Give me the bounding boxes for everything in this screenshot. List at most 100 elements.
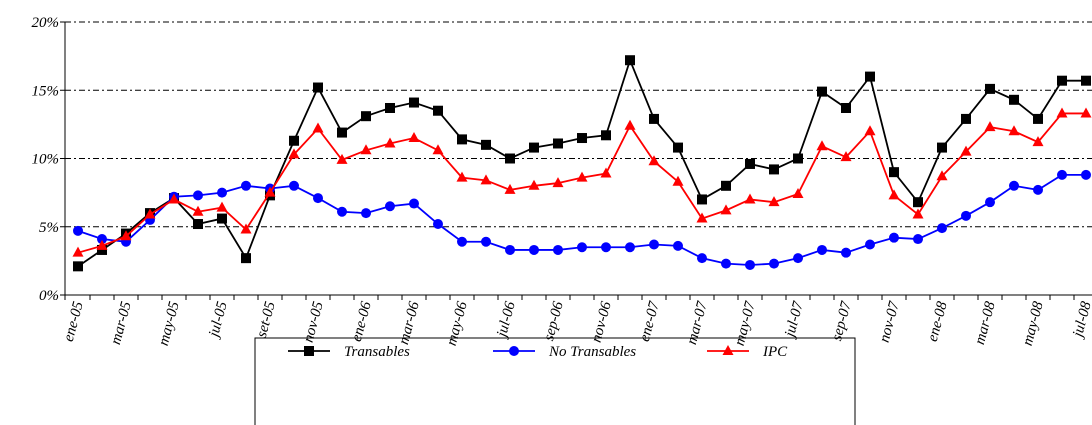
x-tick-label: may-08 — [1020, 299, 1047, 347]
marker — [985, 83, 995, 94]
marker — [241, 180, 251, 191]
x-tick-label: sep-06 — [541, 299, 567, 342]
marker — [1033, 113, 1043, 124]
legend-label: Transables — [344, 344, 410, 360]
marker — [672, 175, 684, 186]
marker — [529, 142, 539, 153]
marker — [1081, 75, 1091, 86]
marker — [289, 180, 299, 191]
marker — [240, 223, 252, 234]
marker — [361, 111, 371, 122]
marker — [816, 140, 828, 151]
marker — [768, 196, 780, 207]
marker — [481, 139, 491, 150]
x-tick-label: may-05 — [156, 299, 183, 347]
y-tick-label: 20% — [32, 15, 60, 31]
y-tick-label: 5% — [39, 220, 59, 236]
x-tick-label: jul-05 — [206, 299, 231, 340]
marker — [385, 102, 395, 113]
marker — [864, 125, 876, 136]
x-tick-label: jul-07 — [782, 298, 808, 340]
marker — [553, 138, 563, 149]
marker — [1057, 75, 1067, 86]
marker — [985, 197, 995, 208]
marker — [937, 142, 947, 153]
marker — [912, 208, 924, 219]
marker — [960, 145, 972, 156]
marker — [217, 213, 227, 224]
marker — [1033, 184, 1043, 195]
marker — [528, 179, 540, 190]
marker — [841, 247, 851, 258]
x-tick-label: ene-05 — [61, 299, 87, 343]
marker — [288, 148, 300, 159]
marker — [793, 153, 803, 164]
marker — [304, 346, 314, 356]
marker — [1009, 94, 1019, 105]
marker — [961, 210, 971, 221]
marker — [312, 122, 324, 133]
x-tick-label: set-05 — [254, 299, 279, 339]
marker — [1081, 169, 1091, 180]
x-tick-label: jul-08 — [1070, 299, 1092, 340]
x-tick-label: nov-07 — [877, 298, 904, 344]
marker — [649, 113, 659, 124]
marker — [1057, 169, 1067, 180]
marker — [97, 244, 107, 255]
marker — [192, 205, 204, 216]
x-tick-label: sep-07 — [829, 298, 855, 342]
marker — [865, 239, 875, 250]
marker — [96, 239, 108, 250]
marker — [264, 186, 276, 197]
marker — [721, 258, 731, 269]
marker — [840, 151, 852, 162]
marker — [673, 142, 683, 153]
x-tick-label: ene-08 — [925, 299, 951, 343]
marker — [913, 197, 923, 208]
marker — [769, 258, 779, 269]
marker — [648, 155, 660, 166]
series-line — [77, 57, 1086, 268]
marker — [889, 167, 899, 178]
marker — [673, 240, 683, 251]
marker — [744, 193, 756, 204]
marker — [817, 86, 827, 97]
marker — [936, 170, 948, 181]
y-tick-label: 0% — [39, 288, 59, 304]
marker — [168, 193, 180, 204]
marker — [720, 204, 732, 215]
marker — [865, 71, 875, 82]
marker — [337, 206, 347, 217]
x-tick-label: mar-08 — [972, 299, 999, 346]
marker — [504, 183, 516, 194]
marker — [553, 244, 563, 255]
marker — [385, 201, 395, 212]
marker — [360, 144, 372, 155]
marker — [72, 246, 84, 257]
marker — [722, 345, 734, 355]
marker — [888, 189, 900, 200]
marker — [769, 164, 779, 175]
marker — [505, 244, 515, 255]
marker — [193, 190, 203, 201]
marker — [1009, 180, 1019, 191]
marker — [529, 244, 539, 255]
marker — [73, 261, 83, 272]
marker — [1032, 136, 1044, 147]
x-tick-label: ene-07 — [637, 298, 663, 343]
marker — [505, 153, 515, 164]
marker — [552, 177, 564, 188]
marker — [745, 158, 755, 169]
marker — [313, 82, 323, 93]
marker — [601, 242, 611, 253]
marker — [624, 119, 636, 130]
marker — [457, 236, 467, 247]
legend-label: IPC — [762, 344, 788, 360]
marker — [1008, 125, 1020, 136]
x-tick-label: jul-06 — [494, 299, 519, 340]
marker — [408, 132, 420, 143]
marker — [697, 253, 707, 264]
marker — [576, 171, 588, 182]
marker — [456, 171, 468, 182]
